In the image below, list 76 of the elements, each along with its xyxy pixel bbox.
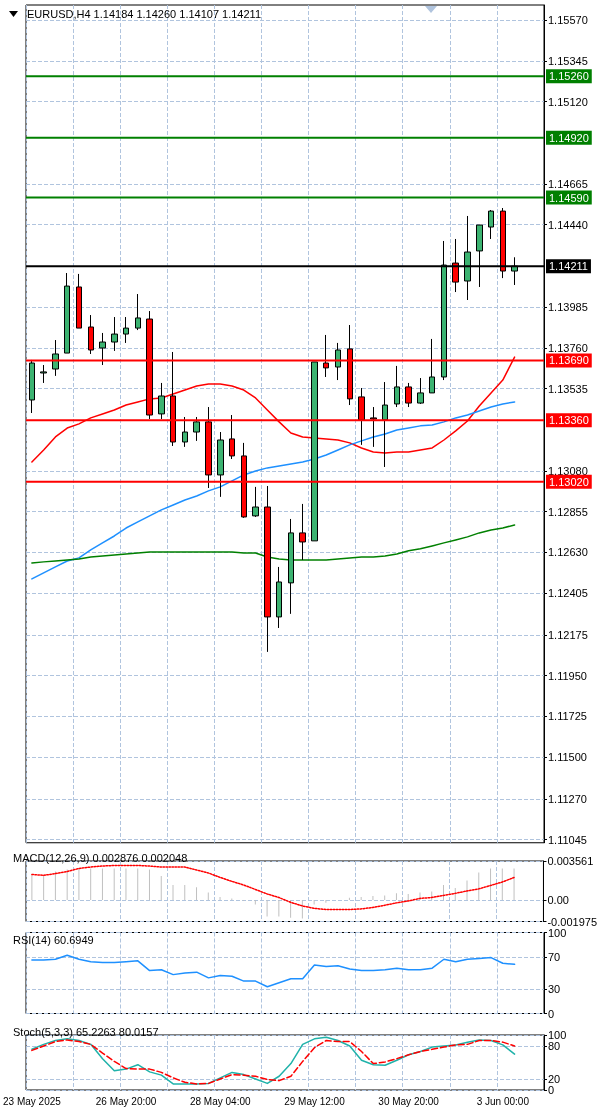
candlestick <box>252 486 259 518</box>
y-tick-label: 70 <box>548 950 561 963</box>
candlestick <box>64 272 70 354</box>
candlestick <box>99 332 106 366</box>
candlestick <box>405 382 412 408</box>
y-tick-label: 1.11950 <box>548 669 587 682</box>
candlestick <box>382 381 388 468</box>
line-series <box>31 864 515 911</box>
candlestick <box>40 364 47 384</box>
y-tick-label: -0.001975 <box>547 915 597 928</box>
candlestick <box>417 377 424 405</box>
y-tick-label: 100 <box>548 926 567 939</box>
y-tick-label: 1.12405 <box>548 587 588 600</box>
y-tick-label: 1.15120 <box>548 95 588 108</box>
y-tick-label: 1.13985 <box>548 301 588 314</box>
x-tick-label: 30 May 20:00 <box>378 1095 440 1107</box>
y-tick-label: 1.12175 <box>548 628 588 641</box>
y-tick-label: 0.003561 <box>547 855 594 867</box>
candlestick <box>335 342 341 381</box>
ref-line-label: 1.13360 <box>549 414 589 427</box>
candlestick <box>158 382 165 420</box>
chart-title: MACD(12,26,9) 0.002876 0.002048 <box>13 851 188 864</box>
y-tick-label: 1.15570 <box>548 14 588 27</box>
line-series <box>31 954 516 988</box>
y-tick-label: 1.14440 <box>548 218 588 231</box>
ref-line-label: 1.13690 <box>549 354 589 367</box>
y-tick-label: 30 <box>548 983 561 996</box>
y-tick-label: 100 <box>548 1029 567 1041</box>
line-series <box>31 401 516 580</box>
candlestick <box>264 485 271 653</box>
candlestick <box>29 359 35 414</box>
y-tick-label: 1.11045 <box>548 833 587 846</box>
y-tick-label: 1.13535 <box>548 382 588 395</box>
y-tick-label: 1.11725 <box>548 710 587 723</box>
y-tick-label: 1.11270 <box>548 792 587 805</box>
candlestick <box>488 209 494 240</box>
x-tick-label: 28 May 04:00 <box>189 1095 251 1107</box>
candlestick <box>182 416 188 448</box>
candlestick <box>193 416 200 442</box>
y-tick-label: 20 <box>548 1073 561 1085</box>
candlestick <box>394 365 400 408</box>
x-tick-label: 3 Jun 00:00 <box>476 1095 530 1107</box>
ref-line-label: 1.14590 <box>549 191 589 204</box>
candlestick <box>111 316 118 352</box>
y-tick-label: 1.15345 <box>548 54 588 67</box>
chart-title: Stoch(5,3,3) 65.2263 80.0157 <box>13 1025 159 1038</box>
y-tick-label: 0.00 <box>547 893 569 906</box>
candlestick <box>276 566 282 629</box>
candlestick <box>135 293 141 331</box>
x-tick-label: 23 May 2025 <box>2 1095 62 1107</box>
y-tick-label: 1.13080 <box>548 464 588 477</box>
y-tick-label: 1.11500 <box>548 751 587 764</box>
candlestick <box>76 273 82 329</box>
y-tick-label: 1.12630 <box>548 546 588 559</box>
candlestick <box>288 518 294 615</box>
candlestick <box>299 503 306 561</box>
ref-line-label: 1.14920 <box>549 131 589 144</box>
candlestick <box>88 314 94 355</box>
chart-title: EURUSD,H4 1.14184 1.14260 1.14107 1.14211 <box>27 7 262 20</box>
ref-line-label: 1.15260 <box>549 70 589 83</box>
y-tick-label: 0 <box>548 1007 555 1020</box>
candlestick <box>311 361 318 542</box>
ref-line-label: 1.14211 <box>549 260 588 273</box>
chart-title: RSI(14) 60.6949 <box>13 933 94 946</box>
y-tick-label: 80 <box>548 1040 561 1052</box>
y-tick-label: 0 <box>548 1084 555 1096</box>
ref-line-label: 1.13020 <box>549 475 589 488</box>
candlestick <box>429 338 435 394</box>
line-series <box>31 524 516 564</box>
candlestick <box>217 431 224 498</box>
x-tick-label: 29 May 12:00 <box>284 1095 346 1107</box>
y-tick-label: 1.13760 <box>548 341 588 354</box>
candlestick <box>123 316 129 344</box>
y-tick-label: 1.14665 <box>548 177 588 190</box>
x-tick-label: 26 May 20:00 <box>95 1095 157 1107</box>
y-tick-label: 1.12855 <box>548 505 588 518</box>
